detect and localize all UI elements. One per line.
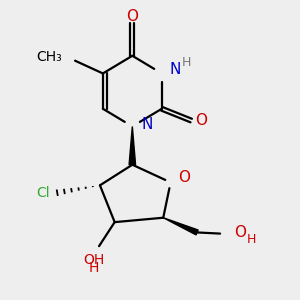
Text: N: N xyxy=(141,118,152,133)
Text: N: N xyxy=(169,61,181,76)
Text: O: O xyxy=(126,8,138,23)
Text: H: H xyxy=(89,261,99,275)
Text: H: H xyxy=(247,233,256,246)
Polygon shape xyxy=(163,218,198,235)
Text: O: O xyxy=(178,170,190,185)
Text: Cl: Cl xyxy=(36,186,50,200)
Polygon shape xyxy=(129,126,136,165)
Text: OH: OH xyxy=(83,253,105,267)
Text: H: H xyxy=(182,56,191,69)
Text: CH₃: CH₃ xyxy=(36,50,62,64)
Text: O: O xyxy=(195,113,207,128)
Text: O: O xyxy=(234,225,246,240)
